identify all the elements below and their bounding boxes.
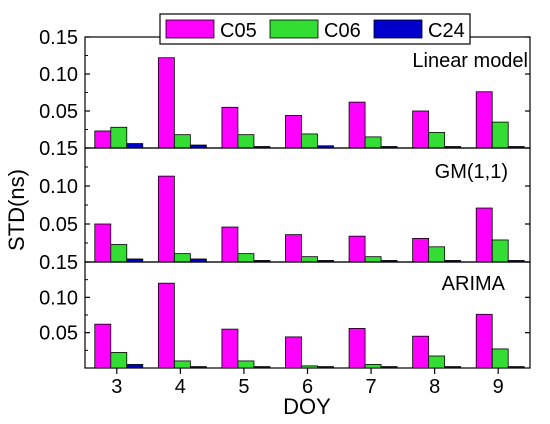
bar-c24-5 bbox=[253, 366, 271, 369]
bar-c24-8 bbox=[444, 366, 462, 369]
bar-c06-7 bbox=[364, 256, 382, 263]
bar-c06-6 bbox=[301, 256, 318, 263]
x-tick-label: 8 bbox=[429, 376, 440, 398]
y-axis-label: STD(ns) bbox=[4, 169, 29, 251]
bar-c05-4 bbox=[157, 57, 175, 149]
bar-c05-3 bbox=[94, 130, 112, 149]
bar-c06-4 bbox=[173, 253, 191, 263]
y-tick-label: 0.10 bbox=[39, 287, 78, 309]
bar-c06-3 bbox=[110, 126, 128, 149]
bar-c06-4 bbox=[173, 360, 191, 369]
x-tick-label: 9 bbox=[493, 376, 504, 398]
x-tick-label: 5 bbox=[238, 376, 249, 398]
bar-c05-8 bbox=[412, 335, 430, 369]
bar-c24-3 bbox=[126, 143, 144, 149]
bar-c06-7 bbox=[364, 364, 382, 369]
bar-c05-6 bbox=[285, 234, 302, 263]
bar-c05-7 bbox=[348, 328, 366, 369]
y-tick-label: 0.10 bbox=[39, 176, 78, 198]
bar-c06-3 bbox=[110, 244, 128, 263]
legend-label-c06: C06 bbox=[324, 20, 361, 42]
bar-c06-5 bbox=[237, 253, 255, 263]
bar-c06-5 bbox=[237, 134, 255, 149]
bar-c06-8 bbox=[428, 132, 446, 149]
bar-c06-6 bbox=[301, 133, 318, 149]
bar-c05-8 bbox=[412, 238, 430, 263]
legend: C05 C06 C24 bbox=[159, 13, 471, 45]
bar-c06-8 bbox=[428, 246, 446, 263]
bar-c05-3 bbox=[94, 223, 112, 263]
bar-c05-6 bbox=[285, 115, 302, 149]
bar-c05-9 bbox=[475, 207, 493, 263]
bar-c05-5 bbox=[221, 226, 239, 263]
bar-c06-7 bbox=[364, 136, 382, 149]
y-tick-label: 0.05 bbox=[39, 101, 78, 123]
x-axis-label: DOY bbox=[283, 394, 331, 419]
bar-c05-4 bbox=[157, 175, 175, 263]
bar-c06-8 bbox=[428, 355, 446, 369]
bar-c06-9 bbox=[491, 348, 509, 369]
y-tick-label: 0.15 bbox=[39, 27, 78, 49]
panel-2: 0.05 0.10 0.15 GM(1,1) bbox=[39, 138, 531, 263]
bar-c05-5 bbox=[221, 106, 239, 149]
bar-c05-7 bbox=[348, 235, 366, 263]
bar-c05-3 bbox=[94, 323, 112, 369]
bar-c06-9 bbox=[491, 239, 509, 263]
y-tick-label: 0.05 bbox=[39, 323, 78, 345]
bar-c05-9 bbox=[475, 313, 493, 369]
y-tick-label: 0.05 bbox=[39, 214, 78, 236]
panel-label: Linear model bbox=[412, 50, 528, 72]
bar-c24-9 bbox=[507, 366, 525, 369]
panel-label: GM(1,1) bbox=[435, 161, 508, 183]
bar-c05-6 bbox=[285, 336, 302, 369]
bar-c06-6 bbox=[301, 365, 318, 369]
legend-label-c24: C24 bbox=[428, 20, 465, 42]
bar-c24-7 bbox=[380, 366, 398, 369]
bar-c06-3 bbox=[110, 352, 128, 369]
panel-3: 0.05 0.10 0.15 ARIMA bbox=[39, 252, 531, 369]
x-axis: 3 4 5 6 7 8 9 bbox=[111, 368, 504, 398]
y-tick-label: 0.15 bbox=[39, 138, 78, 160]
x-tick-label: 4 bbox=[175, 376, 186, 398]
bar-c24-3 bbox=[126, 364, 144, 369]
legend-label-c05: C05 bbox=[220, 20, 257, 42]
legend-swatch-c24 bbox=[373, 19, 423, 39]
y-tick-label: 0.10 bbox=[39, 64, 78, 86]
legend-swatch-c06 bbox=[269, 19, 319, 39]
bar-c05-4 bbox=[157, 282, 175, 369]
bar-c05-8 bbox=[412, 110, 430, 149]
x-tick-label: 3 bbox=[111, 376, 122, 398]
chart-panels: 0.05 0.10 0.15 Linear model 0.05 0.10 0.15 GM(1… bbox=[39, 27, 531, 369]
legend-swatch-c05 bbox=[165, 19, 215, 39]
x-tick-label: 6 bbox=[302, 376, 313, 398]
panel-label: ARIMA bbox=[442, 273, 506, 295]
bar-c24-6 bbox=[317, 366, 334, 369]
panel-1: 0.05 0.10 0.15 Linear model bbox=[39, 27, 531, 149]
x-tick-label: 7 bbox=[366, 376, 377, 398]
bar-c24-4 bbox=[189, 366, 207, 369]
y-tick-label: 0.15 bbox=[39, 252, 78, 274]
bar-c05-5 bbox=[221, 328, 239, 369]
bar-c06-5 bbox=[237, 360, 255, 369]
bar-c06-4 bbox=[173, 134, 191, 149]
bar-c06-9 bbox=[491, 121, 509, 149]
bar-c05-9 bbox=[475, 91, 493, 149]
bar-c05-7 bbox=[348, 101, 366, 149]
